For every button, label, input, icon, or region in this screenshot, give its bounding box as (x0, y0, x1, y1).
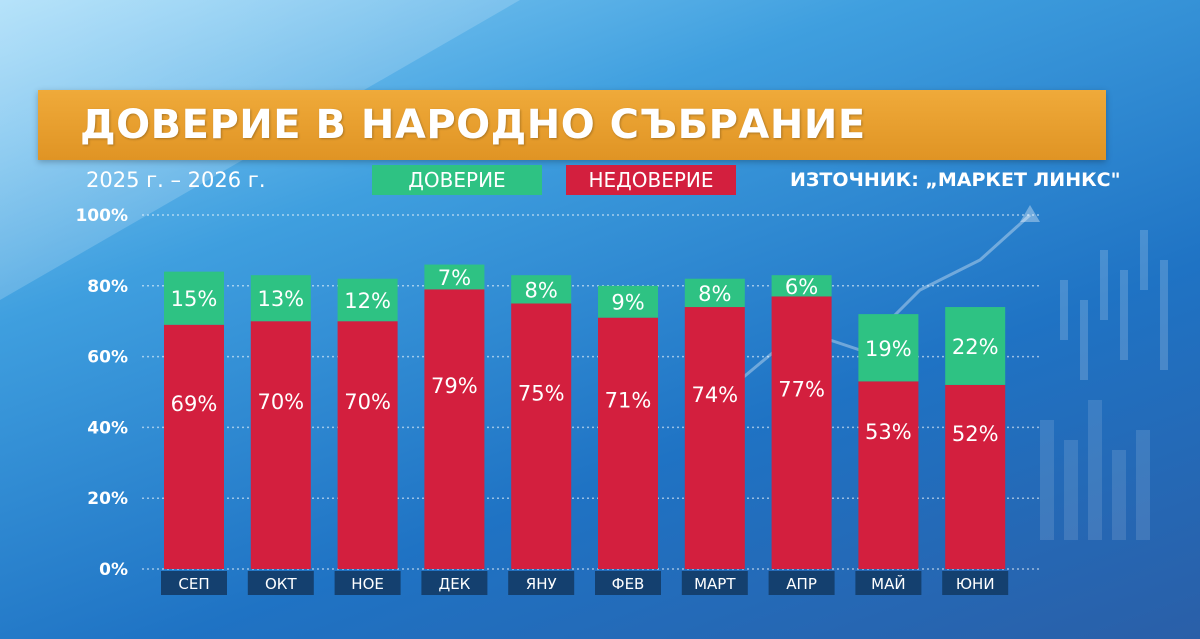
category-box (508, 571, 575, 595)
category-label: ЯНУ (526, 575, 557, 593)
y-tick-label: 80% (87, 277, 128, 297)
bar-distrust (598, 317, 658, 569)
data-label-distrust: 52% (952, 422, 999, 446)
bar-distrust (511, 303, 572, 569)
bar-trust (511, 275, 572, 304)
data-label-distrust: 70% (257, 390, 304, 414)
title-bar (38, 90, 1106, 160)
category-label: ЮНИ (956, 575, 995, 593)
bar-distrust (337, 321, 398, 569)
data-label-distrust: 74% (691, 383, 738, 407)
bar-trust (164, 271, 224, 325)
y-tick-label: 40% (87, 418, 128, 438)
bar-trust (945, 307, 1006, 385)
category-label: МАРТ (694, 575, 736, 593)
period-label: 2025 г. – 2026 г. (86, 168, 266, 192)
y-tick-label: 100% (75, 206, 128, 226)
data-label-distrust: 79% (431, 374, 478, 398)
bar-distrust (858, 381, 919, 569)
bar-distrust (164, 324, 224, 569)
data-label-trust: 19% (865, 337, 912, 361)
category-label: НОЕ (351, 575, 384, 593)
data-label-trust: 15% (171, 287, 218, 311)
bar-trust (771, 275, 832, 297)
data-label-trust: 8% (525, 278, 558, 302)
bar-trust (858, 314, 919, 382)
category-box (681, 571, 748, 595)
category-box (855, 571, 922, 595)
bars-decoration (1040, 400, 1150, 540)
legend-distrust: НЕДОВЕРИЕ (566, 165, 736, 195)
data-label-trust: 6% (785, 275, 818, 299)
candlestick-decoration (1060, 230, 1168, 380)
data-label-trust: 12% (344, 289, 391, 313)
bar-trust (424, 264, 485, 290)
data-label-trust: 7% (438, 266, 471, 290)
data-label-distrust: 69% (171, 392, 218, 416)
data-label-trust: 9% (611, 291, 644, 315)
category-box (247, 571, 314, 595)
category-box (421, 571, 488, 595)
data-label-trust: 13% (257, 287, 304, 311)
trend-arrow-head (1020, 205, 1040, 222)
category-label: ОКТ (265, 575, 297, 593)
bar-distrust (250, 321, 311, 569)
y-tick-label: 0% (99, 560, 128, 580)
bar-trust (250, 275, 311, 322)
data-label-distrust: 75% (518, 381, 565, 405)
bar-distrust (945, 384, 1006, 569)
y-tick-label: 20% (87, 489, 128, 509)
source-label: ИЗТОЧНИК: „МАРКЕТ ЛИНКС" (790, 169, 1121, 191)
category-box (768, 571, 835, 595)
category-box (942, 571, 1009, 595)
category-label: ДЕК (438, 575, 470, 593)
category-label: СЕП (178, 575, 209, 593)
y-tick-label: 60% (87, 348, 128, 368)
data-label-distrust: 70% (344, 390, 391, 414)
category-label: МАЙ (871, 574, 905, 593)
bar-trust (337, 278, 398, 322)
data-label-distrust: 71% (605, 388, 652, 412)
data-label-trust: 8% (698, 282, 731, 306)
category-box (161, 571, 227, 595)
bar-distrust (424, 289, 485, 569)
data-label-trust: 22% (952, 335, 999, 359)
chart-title: ДОВЕРИЕ В НАРОДНО СЪБРАНИЕ (80, 102, 866, 148)
data-label-distrust: 53% (865, 420, 912, 444)
bar-trust (684, 278, 745, 308)
category-label: АПР (786, 575, 817, 593)
category-box (334, 571, 401, 595)
bar-distrust (771, 296, 832, 569)
category-box (595, 571, 661, 595)
bar-distrust (684, 307, 745, 569)
legend-trust: ДОВЕРИЕ (372, 165, 542, 195)
data-label-distrust: 77% (778, 378, 825, 402)
bar-trust (598, 285, 658, 318)
category-label: ФЕВ (612, 575, 645, 593)
